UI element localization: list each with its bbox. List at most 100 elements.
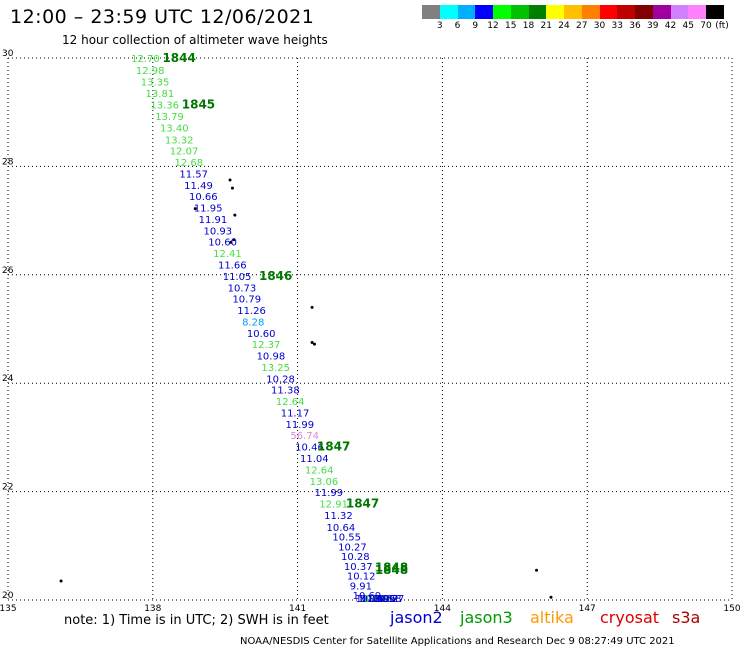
legend-label: 70	[700, 21, 712, 31]
time-label: 1844	[162, 51, 195, 65]
y-tick-label: 20	[2, 591, 14, 601]
legend-swatch	[635, 5, 653, 19]
wave-height-label: 11.04	[300, 454, 329, 465]
wave-height-label: 10.69	[353, 591, 382, 602]
legend-swatch	[457, 5, 476, 19]
sat-altika-label: altika	[530, 608, 574, 627]
legend-swatch	[510, 5, 529, 19]
wave-height-label: 10.93	[203, 226, 232, 237]
sat-cryosat-label: cryosat	[600, 608, 660, 627]
legend-label: 33	[611, 21, 623, 31]
wave-height-label: 10.64	[358, 594, 387, 605]
y-tick-label: 24	[2, 374, 14, 384]
wave-height-label: 11.99	[314, 488, 343, 499]
wave-height-label: 10.55	[332, 533, 361, 544]
island-dot	[310, 305, 314, 309]
legend-swatch	[546, 5, 564, 19]
wave-height-label: 13.59	[364, 594, 393, 605]
wave-height-label: 13.32	[165, 135, 194, 146]
wave-height-label: 12.37	[252, 340, 281, 351]
legend-label: 15	[505, 21, 517, 31]
wave-height-label: 13.81	[146, 89, 175, 100]
page-title: 12:00 – 23:59 UTC 12/06/2021	[10, 6, 315, 28]
legend-label: 39	[647, 21, 659, 31]
legend-label: (ft)	[715, 21, 729, 31]
island-dot	[228, 178, 232, 182]
legend-swatch	[422, 5, 440, 19]
wave-height-label: 10.60	[208, 238, 237, 249]
time-label: 1848	[375, 560, 408, 574]
wave-height-label: 11.49	[184, 181, 213, 192]
island-dot	[232, 238, 236, 242]
credit-line: NOAA/NESDIS Center for Satellite Applica…	[240, 636, 675, 647]
legend-label: 18	[522, 21, 535, 31]
legend-swatch	[670, 5, 689, 19]
island-dot	[310, 341, 314, 345]
wave-height-label: 12.64	[305, 465, 334, 476]
color-legend	[422, 5, 724, 19]
wave-height-label: 11.99	[286, 420, 315, 431]
wave-height-label: 11.09	[361, 594, 390, 605]
island-dot	[535, 568, 539, 572]
island-dot	[233, 213, 237, 217]
wave-height-label: 10.77	[376, 594, 405, 605]
legend-label: 9	[472, 21, 479, 31]
legend-swatch	[581, 5, 600, 19]
wave-height-label: 12.91	[319, 500, 348, 511]
wave-height-label: 10.96	[367, 594, 396, 605]
time-label: 1847	[346, 497, 379, 511]
island-dot	[59, 579, 63, 583]
wave-height-label: 12.41	[213, 249, 242, 260]
wave-height-label: 12.68	[175, 158, 204, 169]
time-label: 1846	[259, 269, 292, 283]
sat-s3a-label: s3a	[672, 608, 701, 627]
wave-height-label: 10.62	[370, 594, 399, 605]
legend-label: 42	[664, 21, 677, 31]
wave-height-label: 13.36	[150, 101, 179, 112]
time-label: 1847	[317, 440, 350, 454]
page-subtitle: 12 hour collection of altimeter wave hei…	[62, 33, 328, 47]
wave-height-label: 12.70	[131, 54, 160, 65]
wave-height-label: 10.73	[228, 283, 257, 294]
y-tick-label: 28	[2, 157, 14, 167]
wave-height-label: 11.66	[218, 261, 247, 272]
wave-height-label: 13.25	[261, 363, 290, 374]
wave-height-label: 10.66	[189, 192, 218, 203]
legend-swatch	[652, 5, 671, 19]
legend-label: 6	[454, 21, 461, 31]
wave-height-label: 11.17	[281, 408, 310, 419]
wave-height-label: 10.73	[356, 594, 385, 605]
wave-height-label: 10.27	[338, 542, 367, 553]
wave-height-label: 13.40	[160, 123, 189, 134]
sat-jason3-label: jason3	[460, 608, 513, 627]
wave-height-label: 10.37	[344, 562, 373, 573]
wave-height-label: 12.64	[276, 397, 305, 408]
legend-label: 45	[682, 21, 694, 31]
wave-height-label: 13.79	[155, 112, 184, 123]
wave-height-label: 11.32	[324, 511, 353, 522]
wave-height-label: 10.28	[266, 374, 295, 385]
legend-swatch	[688, 5, 706, 19]
wave-height-label: 10.79	[232, 295, 261, 306]
x-tick-label: 144	[434, 604, 451, 614]
wave-height-label: 10.60	[247, 329, 276, 340]
legend-swatch	[564, 5, 582, 19]
sat-jason2-label: jason2	[390, 608, 443, 627]
wave-height-label: 10.28	[341, 552, 370, 563]
y-tick-label: 22	[2, 483, 13, 493]
wave-height-label: 10.98	[373, 594, 402, 605]
y-tick-label: 30	[2, 49, 14, 59]
wave-height-label: 12.07	[170, 147, 199, 158]
legend-swatch	[528, 5, 547, 19]
legend-label: 27	[576, 21, 588, 31]
legend-label: 21	[540, 21, 552, 31]
legend-swatch	[475, 5, 493, 19]
wave-height-label: 13.06	[310, 477, 339, 488]
wave-height-label: 13.35	[141, 77, 170, 88]
x-tick-label: 135	[0, 604, 17, 614]
island-dot	[229, 240, 233, 244]
wave-height-label: 11.26	[237, 306, 266, 317]
wave-height-label: 9.91	[350, 581, 372, 592]
color-legend-labels: 3 6 9 12 15 18 21 24 27 30 33 36 39 42 45 70 (ft)	[422, 21, 740, 33]
